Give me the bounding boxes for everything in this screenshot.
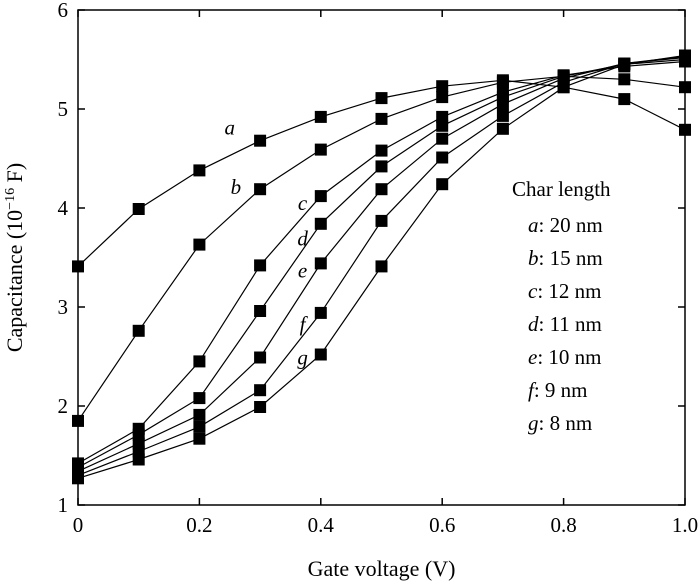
data-point-a-2 bbox=[193, 164, 206, 177]
data-point-f-5 bbox=[375, 214, 388, 227]
data-point-g-3 bbox=[254, 401, 267, 413]
data-point-b-3 bbox=[254, 183, 267, 196]
data-point-e-2 bbox=[193, 408, 206, 421]
data-point-g-6 bbox=[436, 178, 449, 191]
legend: Char length a: 20 nm b: 15 nm c: 12 nm d… bbox=[512, 177, 611, 435]
data-point-a-3 bbox=[254, 134, 267, 147]
y-tick-label-0: 1 bbox=[58, 493, 69, 517]
data-point-d-6 bbox=[436, 119, 449, 132]
y-tick-label-1: 2 bbox=[58, 394, 69, 418]
data-point-g-4 bbox=[314, 348, 327, 361]
data-point-b-7 bbox=[496, 76, 509, 89]
y-tick-label-4: 5 bbox=[58, 97, 69, 121]
x-tick-label-1: 0.2 bbox=[186, 513, 212, 537]
legend-value-b: : 15 nm bbox=[539, 246, 603, 270]
y-tick-label-5: 6 bbox=[58, 0, 69, 22]
legend-key-f: f bbox=[528, 378, 537, 402]
series-layer bbox=[72, 49, 691, 485]
curve-label-e: e bbox=[298, 258, 307, 282]
data-point-a-5 bbox=[375, 92, 388, 105]
data-point-f-3 bbox=[254, 384, 267, 397]
legend-key-a: a bbox=[528, 213, 539, 237]
data-point-a-4 bbox=[314, 110, 327, 123]
data-point-e-6 bbox=[436, 132, 449, 145]
legend-value-a: : 20 nm bbox=[539, 213, 603, 237]
legend-value-g: : 8 nm bbox=[539, 411, 593, 435]
data-point-f-4 bbox=[314, 306, 327, 319]
curve-label-b: b bbox=[231, 175, 242, 199]
curve-label-f: f bbox=[300, 312, 309, 336]
ticks-layer: 0 0.2 0.4 0.6 0.8 1.0 1 2 3 4 5 6 bbox=[58, 0, 699, 537]
data-point-a-6 bbox=[436, 80, 449, 93]
data-point-b-6 bbox=[436, 91, 449, 104]
data-point-f-6 bbox=[436, 151, 449, 164]
legend-entry-a: a: 20 nm bbox=[528, 213, 603, 237]
x-tick-label-2: 0.4 bbox=[308, 513, 335, 537]
data-point-c-2 bbox=[193, 355, 206, 368]
legend-key-g: g bbox=[528, 411, 539, 435]
legend-value-d: : 11 nm bbox=[539, 312, 602, 336]
x-tick-label-5: 1.0 bbox=[672, 513, 698, 537]
y-tick-label-3: 4 bbox=[58, 196, 69, 220]
x-axis-label: Gate voltage (V) bbox=[308, 556, 456, 581]
curve-labels-layer: a b cde fg bbox=[225, 116, 309, 370]
data-point-g-2 bbox=[193, 432, 206, 445]
curve-label-d: d bbox=[297, 227, 308, 251]
data-point-e-4 bbox=[314, 257, 327, 270]
legend-entry-c: c: 12 nm bbox=[528, 279, 602, 303]
legend-key-c: c bbox=[528, 279, 538, 303]
legend-key-b: b bbox=[528, 246, 539, 270]
data-point-e-7 bbox=[496, 98, 509, 111]
legend-value-e: : 10 nm bbox=[537, 345, 601, 369]
plot-frame bbox=[77, 9, 686, 506]
y-axis-label-unit: F) bbox=[2, 163, 27, 188]
legend-entry-f: f: 9 nm bbox=[528, 378, 588, 402]
data-point-d-2 bbox=[193, 392, 206, 405]
curve-label-g: g bbox=[297, 345, 308, 369]
data-point-b-5 bbox=[375, 112, 388, 125]
legend-entry-g: g: 8 nm bbox=[528, 411, 592, 435]
legend-entry-e: e: 10 nm bbox=[528, 345, 602, 369]
x-tick-label-3: 0.6 bbox=[429, 513, 455, 537]
legend-title: Char length bbox=[512, 177, 611, 201]
legend-value-c: : 12 nm bbox=[537, 279, 601, 303]
x-tick-label-0: 0 bbox=[73, 513, 84, 537]
data-point-e-5 bbox=[375, 183, 388, 196]
data-point-e-3 bbox=[254, 351, 267, 364]
series-line-a bbox=[77, 79, 686, 267]
data-point-a-9 bbox=[618, 93, 631, 106]
data-point-f-2 bbox=[193, 420, 206, 433]
curve-label-c: c bbox=[298, 191, 308, 215]
y-axis-label-exponent: −16 bbox=[3, 188, 18, 210]
data-point-d-5 bbox=[375, 160, 388, 173]
data-point-c-3 bbox=[254, 259, 267, 272]
data-point-b-9 bbox=[618, 73, 631, 86]
data-point-g-7 bbox=[496, 122, 509, 135]
data-point-d-3 bbox=[254, 305, 267, 317]
data-point-g-8 bbox=[557, 81, 570, 94]
data-point-b-2 bbox=[193, 238, 206, 251]
y-axis-label: Capacitance (10−16 F) bbox=[2, 163, 27, 352]
x-tick-label-4: 0.8 bbox=[550, 513, 576, 537]
y-tick-label-2: 3 bbox=[58, 295, 69, 319]
legend-key-e: e bbox=[528, 345, 537, 369]
y-axis-label-main: Capacitance (10 bbox=[2, 210, 27, 352]
data-point-d-4 bbox=[314, 217, 327, 230]
legend-key-d: d bbox=[528, 312, 539, 336]
data-point-b-4 bbox=[314, 143, 327, 156]
data-point-g-1 bbox=[132, 453, 145, 466]
data-point-f-7 bbox=[496, 109, 509, 122]
data-point-g-5 bbox=[375, 260, 388, 273]
data-point-g-9 bbox=[618, 58, 631, 71]
legend-value-f: : 9 nm bbox=[534, 378, 588, 402]
data-point-b-1 bbox=[132, 324, 145, 337]
data-point-c-4 bbox=[314, 190, 327, 203]
data-point-c-5 bbox=[375, 144, 388, 157]
legend-entry-d: d: 11 nm bbox=[528, 312, 602, 336]
data-point-a-1 bbox=[132, 203, 145, 215]
legend-entry-b: b: 15 nm bbox=[528, 246, 603, 270]
curve-label-a: a bbox=[225, 116, 236, 140]
